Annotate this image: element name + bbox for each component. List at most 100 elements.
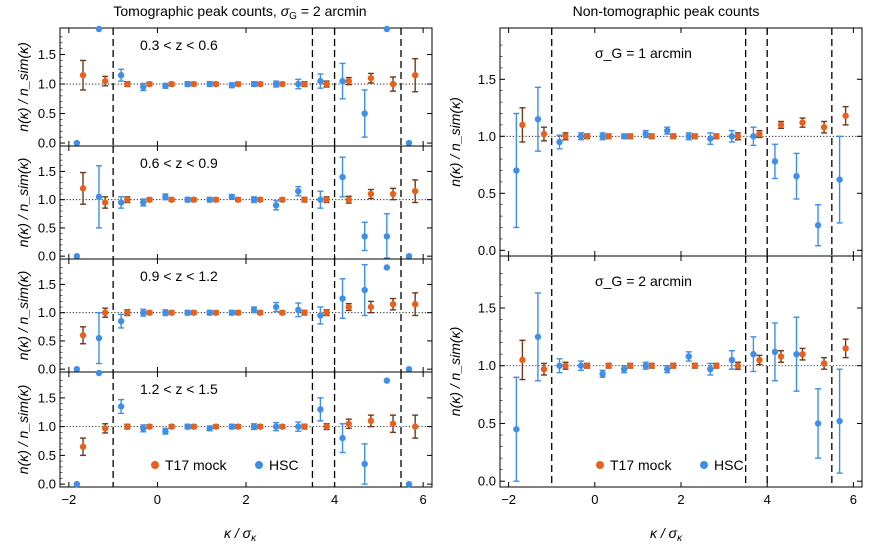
- series-hsc: [513, 292, 843, 482]
- hsc-point: [361, 286, 368, 294]
- x-tick-label: −2: [501, 492, 516, 507]
- t17-point: [323, 196, 330, 203]
- hsc-point: [162, 193, 169, 201]
- hsc-point: [728, 356, 736, 364]
- t17-point: [540, 365, 548, 373]
- y-tick-label: 0.5: [38, 220, 56, 235]
- y-tick-label: 1.0: [478, 358, 496, 373]
- hsc-point: [140, 199, 147, 206]
- series-t17: [79, 292, 419, 345]
- t17-point: [411, 72, 419, 79]
- hsc-point: [534, 116, 542, 123]
- t17-point: [301, 196, 308, 203]
- t17-point: [101, 77, 109, 85]
- hsc-point: [685, 133, 692, 140]
- y-tick-label: 1.0: [38, 419, 56, 434]
- x-tick-label: 0: [154, 492, 161, 507]
- t17-point: [345, 77, 352, 85]
- hsc-point: [206, 80, 213, 88]
- series-t17: [79, 171, 419, 209]
- hsc-point: [707, 135, 714, 142]
- legend-t17-label: T17 mock: [610, 457, 672, 473]
- panel-tomo-1: 0.0 0.5 1.0 1.5 n(κ) / n_sim(κ) 0.3 < z < 0.6: [15, 25, 433, 151]
- hsc-point: [642, 130, 649, 138]
- y-tick-label: 0.5: [478, 186, 496, 201]
- t17-point: [234, 423, 242, 430]
- t17-point: [367, 74, 375, 82]
- y-tick-label: 1.5: [38, 164, 56, 179]
- hsc-point: [228, 309, 236, 316]
- t17-point: [540, 130, 548, 138]
- hsc-point: [361, 233, 368, 240]
- t17-point: [212, 309, 220, 316]
- hsc-point: [599, 370, 606, 378]
- hsc-point: [272, 423, 280, 430]
- hsc-point: [206, 196, 213, 203]
- hsc-point: [95, 25, 103, 33]
- t17-point: [256, 309, 264, 316]
- t17-point: [79, 332, 87, 339]
- hsc-point: [272, 80, 280, 88]
- hsc-point: [184, 196, 191, 203]
- hsc-point: [383, 377, 391, 384]
- hsc-point: [228, 82, 236, 89]
- right-title: Non-tomographic peak counts: [573, 3, 760, 19]
- y-tick-label: 0.0: [478, 474, 496, 489]
- hsc-point: [771, 158, 779, 165]
- panel-frame: [499, 255, 863, 488]
- t17-point: [124, 309, 131, 316]
- hsc-point: [95, 193, 103, 201]
- panel-annotation: σ_G = 1 arcmin: [595, 45, 692, 61]
- legend-hsc-marker: [255, 461, 263, 469]
- hsc-point: [272, 303, 280, 311]
- panel-frame: [59, 27, 433, 147]
- hsc-point: [117, 317, 125, 325]
- y-tick-label: 0.0: [38, 362, 56, 377]
- t17-point: [411, 301, 419, 308]
- hsc-point: [793, 350, 800, 358]
- hsc-point: [117, 199, 125, 206]
- series-hsc: [73, 25, 413, 147]
- t17-point: [256, 80, 264, 88]
- hsc-point: [383, 25, 391, 33]
- t17-point: [389, 80, 397, 88]
- y-axis-label: n(κ) / n_sim(κ): [447, 327, 463, 416]
- panel-frame: [59, 371, 433, 488]
- hsc-point: [295, 306, 302, 314]
- t17-point: [648, 133, 655, 140]
- hsc-point: [184, 309, 191, 316]
- t17-point: [367, 190, 375, 198]
- hsc-point: [317, 406, 324, 413]
- t17-point: [562, 133, 569, 140]
- series-hsc: [73, 156, 413, 260]
- panel-nontomo-1: 0.0 0.5 1.0 1.5 n(κ) / n_sim(κ) σ_G = 1 arcmi…: [447, 27, 863, 258]
- hsc-point: [317, 196, 324, 203]
- hsc-point: [339, 173, 346, 181]
- t17-point: [670, 133, 677, 140]
- t17-point: [279, 80, 286, 88]
- t17-point: [842, 112, 849, 119]
- x-tick-label: 6: [850, 492, 857, 507]
- t17-point: [168, 423, 175, 430]
- panel-annotation: 0.9 < z < 1.2: [140, 268, 218, 284]
- x-axis-label-right: κ / σκ: [650, 525, 683, 544]
- y-tick-label: 0.5: [38, 448, 56, 463]
- t17-point: [101, 425, 109, 432]
- t17-point: [519, 121, 526, 129]
- hsc-point: [228, 193, 236, 201]
- hsc-point: [339, 77, 346, 85]
- panel-tomo-4: 0.0 0.5 1.0 1.5 −2 0 2 4 6 n(κ) / n_sim(κ) 1.2 < z…: [15, 369, 433, 507]
- t17-point: [562, 362, 569, 369]
- y-tick-label: 0.0: [478, 243, 496, 258]
- t17-point: [124, 423, 131, 430]
- hsc-point: [272, 202, 280, 209]
- hsc-point: [317, 77, 324, 85]
- hsc-point: [73, 480, 81, 488]
- y-tick-label: 1.5: [38, 277, 56, 292]
- t17-point: [799, 119, 806, 126]
- t17-point: [190, 309, 197, 316]
- hsc-point: [405, 139, 413, 147]
- y-tick-label: 0.0: [38, 477, 56, 492]
- hsc-point: [577, 362, 585, 369]
